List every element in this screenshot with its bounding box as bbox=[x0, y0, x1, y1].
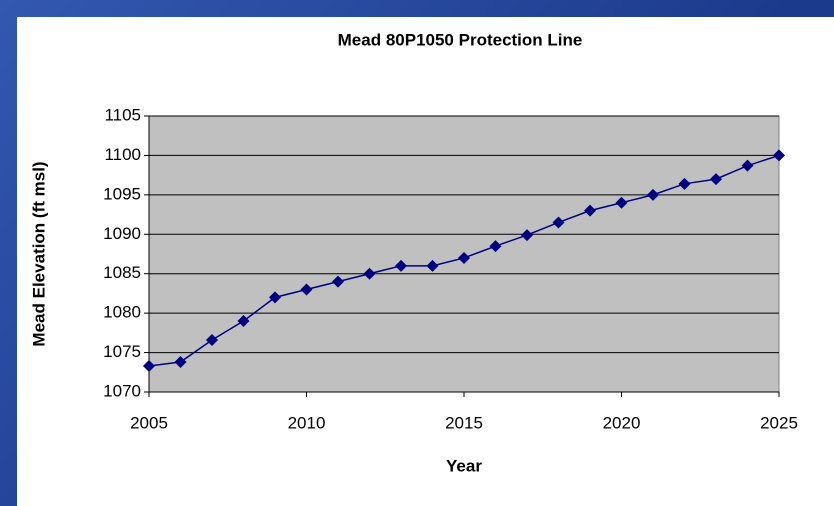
x-tick-label: 2015 bbox=[445, 413, 483, 432]
chart-title: Mead 80P1050 Protection Line bbox=[338, 30, 583, 49]
x-tick-label: 2005 bbox=[130, 413, 168, 432]
data-point bbox=[521, 229, 533, 242]
data-point bbox=[332, 275, 344, 288]
x-tick-label: 2010 bbox=[288, 413, 326, 432]
y-tick-label: 1080 bbox=[103, 303, 141, 322]
data-point bbox=[678, 177, 691, 190]
data-point bbox=[269, 291, 281, 304]
y-tick-label: 1095 bbox=[103, 184, 141, 203]
x-tick-label: 2020 bbox=[603, 413, 641, 432]
data-point bbox=[300, 283, 313, 296]
y-tick-label: 1100 bbox=[104, 145, 141, 164]
data-point bbox=[174, 356, 187, 369]
data-point bbox=[647, 188, 659, 201]
data-point bbox=[741, 159, 754, 172]
x-axis-label: Year bbox=[446, 456, 482, 475]
y-tick-label: 1105 bbox=[104, 105, 141, 124]
data-point bbox=[615, 196, 628, 209]
y-tick-label: 1090 bbox=[103, 224, 141, 243]
y-axis-label: Mead Elevation (ft msl) bbox=[29, 161, 48, 346]
data-point bbox=[363, 267, 376, 280]
data-point bbox=[458, 251, 470, 264]
data-point bbox=[206, 333, 218, 346]
data-point bbox=[489, 240, 502, 253]
y-tick-label: 1075 bbox=[103, 342, 141, 361]
y-tick-label: 1070 bbox=[103, 381, 141, 400]
data-point bbox=[426, 259, 439, 272]
data-point bbox=[552, 216, 565, 229]
x-tick-label: 2025 bbox=[760, 413, 798, 432]
y-tick-label: 1085 bbox=[103, 263, 141, 282]
data-point bbox=[143, 359, 155, 372]
data-point bbox=[710, 173, 722, 186]
data-point bbox=[237, 315, 250, 328]
data-point bbox=[773, 149, 785, 162]
data-point bbox=[584, 204, 596, 217]
data-point bbox=[395, 259, 407, 272]
